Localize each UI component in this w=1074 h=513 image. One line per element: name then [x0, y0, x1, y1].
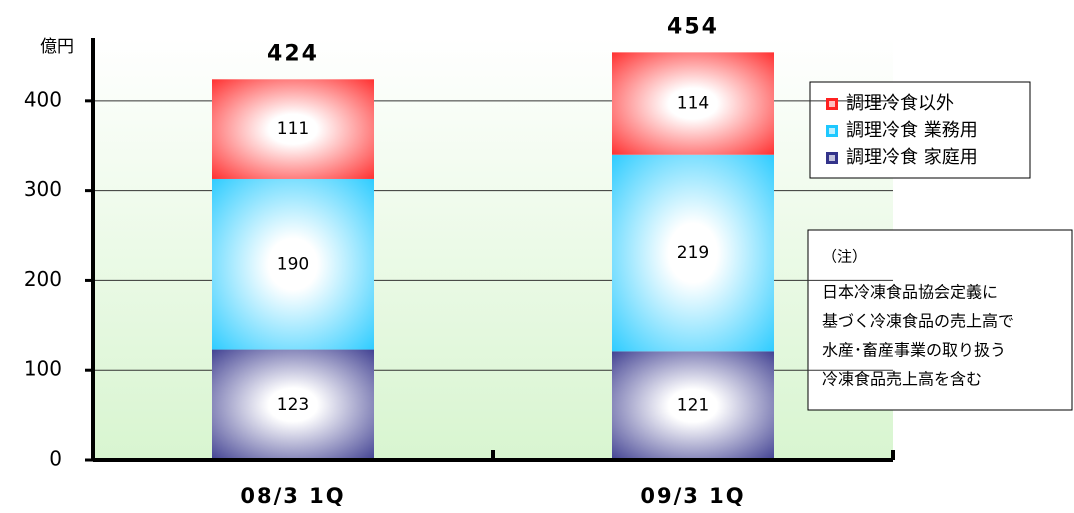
bar-segment: [212, 178, 374, 350]
legend-box: [809, 81, 1031, 179]
note-line: 基づく冷凍食品の売上高で: [822, 312, 1014, 331]
bar-segment: [612, 351, 774, 460]
legend-swatch-inner: [829, 101, 835, 107]
note-box: [807, 229, 1073, 411]
value-label: 123: [277, 395, 309, 415]
value-label: 114: [677, 94, 709, 114]
total-label: 424: [267, 41, 319, 66]
bar-segment: [212, 349, 374, 460]
x-tick-label: 09/3 1Q: [640, 484, 745, 508]
y-tick-label: 100: [24, 357, 62, 381]
bar-segment: [612, 154, 774, 352]
legend-label: 調理冷食 業務用: [846, 120, 978, 141]
legend-swatch-inner: [829, 155, 835, 161]
y-tick-label: 300: [24, 177, 62, 201]
value-label: 219: [677, 243, 709, 263]
unit-label: 億円: [40, 37, 74, 57]
value-label: 111: [277, 119, 309, 139]
note-title: （注）: [822, 248, 867, 266]
value-label: 121: [677, 396, 709, 416]
bar-segment: [212, 79, 374, 179]
legend-label: 調理冷食以外: [846, 93, 954, 114]
legend-swatch-inner: [829, 128, 835, 134]
legend-label: 調理冷食 家庭用: [846, 147, 978, 168]
value-label: 190: [277, 254, 309, 274]
note-line: 冷凍食品売上高を含む: [822, 370, 982, 389]
bar-segment: [612, 52, 774, 155]
x-tick-label: 08/3 1Q: [240, 484, 345, 508]
y-tick-label: 400: [24, 87, 62, 111]
y-tick-label: 0: [49, 447, 62, 471]
note-line: 水産･畜産事業の取り扱う: [822, 341, 1006, 360]
total-label: 454: [667, 14, 719, 39]
note-line: 日本冷凍食品協会定義に: [822, 283, 998, 302]
y-tick-label: 200: [24, 267, 62, 291]
